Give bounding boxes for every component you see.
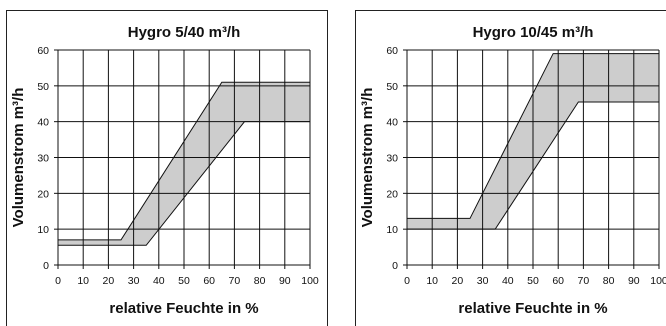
y-tick-label: 0	[392, 260, 398, 272]
x-tick-label: 40	[502, 275, 514, 287]
y-tick-label: 20	[37, 188, 49, 200]
x-tick-label: 20	[103, 275, 115, 287]
x-tick-label: 10	[426, 275, 438, 287]
x-axis-label: relative Feuchte in %	[109, 300, 258, 317]
x-tick-label: 0	[55, 275, 61, 287]
y-tick-label: 10	[37, 224, 49, 236]
chart-frame	[355, 10, 666, 326]
chart-hygro-10-45: 0 10 20 30 40 50 60 70 80 90 100 0 10 20 30 40 50 60 Hygro…	[355, 10, 666, 326]
x-tick-label: 30	[477, 275, 489, 287]
x-axis-label: relative Feuchte in %	[458, 300, 607, 317]
x-tick-label: 80	[254, 275, 266, 287]
chart-hygro-5-40: 0 10 20 30 40 50 60 70 80 90 100 0 10 20 30 40 50 60 Hygro…	[6, 10, 328, 326]
x-tick-label: 60	[203, 275, 215, 287]
y-tick-label: 60	[37, 45, 49, 57]
chart-panel-left: 0 10 20 30 40 50 60 70 80 90 100 0 10 20 30 40 50 60 Hygro…	[6, 10, 328, 326]
y-tick-label: 10	[386, 224, 398, 236]
chart-frame	[6, 10, 328, 326]
x-tick-label: 70	[229, 275, 241, 287]
x-tick-label: 60	[552, 275, 564, 287]
chart-title: Hygro 10/45 m³/h	[473, 24, 594, 41]
x-tick-label: 100	[301, 275, 319, 287]
y-tick-label: 40	[386, 117, 398, 129]
x-tick-label: 50	[178, 275, 190, 287]
x-tick-label: 30	[128, 275, 140, 287]
x-tick-label: 100	[650, 275, 666, 287]
y-tick-label: 40	[37, 117, 49, 129]
y-tick-label: 50	[386, 81, 398, 93]
x-tick-label: 80	[603, 275, 615, 287]
x-tick-label: 40	[153, 275, 165, 287]
x-tick-label: 0	[404, 275, 410, 287]
chart-panel-right: 0 10 20 30 40 50 60 70 80 90 100 0 10 20 30 40 50 60 Hygro…	[355, 10, 666, 326]
x-tick-label: 10	[77, 275, 89, 287]
chart-title: Hygro 5/40 m³/h	[128, 24, 241, 41]
y-tick-label: 60	[386, 45, 398, 57]
x-tick-label: 70	[578, 275, 590, 287]
y-axis-label: Volumenstrom m³/h	[10, 88, 27, 228]
y-tick-label: 50	[37, 81, 49, 93]
x-tick-label: 50	[527, 275, 539, 287]
y-tick-label: 20	[386, 188, 398, 200]
y-tick-label: 30	[386, 153, 398, 165]
y-axis-label: Volumenstrom m³/h	[359, 88, 376, 228]
y-tick-label: 30	[37, 153, 49, 165]
y-tick-label: 0	[43, 260, 49, 272]
x-tick-label: 20	[452, 275, 464, 287]
x-tick-label: 90	[628, 275, 640, 287]
x-tick-label: 90	[279, 275, 291, 287]
